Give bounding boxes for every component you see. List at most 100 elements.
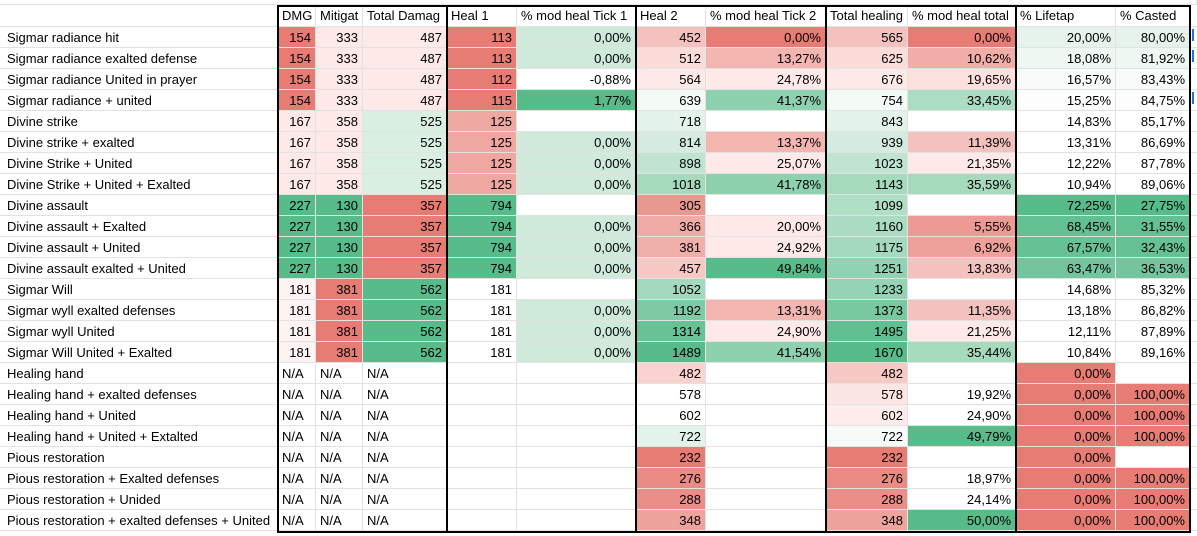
table-cell[interactable]: N/A [278,363,316,384]
table-cell[interactable]: N/A [316,405,363,426]
table-cell[interactable] [1190,300,1197,321]
table-cell[interactable]: 63,47% [1016,258,1116,279]
table-cell[interactable]: N/A [278,384,316,405]
table-cell[interactable] [1190,510,1197,531]
header-cell[interactable]: Heal 1 [447,5,517,27]
table-cell[interactable]: 227 [278,195,316,216]
table-cell[interactable] [1190,27,1197,48]
table-cell[interactable]: 562 [363,321,447,342]
table-cell[interactable] [1190,174,1197,195]
table-cell[interactable]: 1670 [826,342,908,363]
table-cell[interactable]: 167 [278,132,316,153]
table-cell[interactable]: 1052 [636,279,706,300]
table-cell[interactable]: N/A [316,384,363,405]
table-cell[interactable]: 154 [278,48,316,69]
table-cell[interactable]: 14,68% [1016,279,1116,300]
table-cell[interactable]: 1143 [826,174,908,195]
table-cell[interactable]: 18,97% [908,468,1016,489]
table-cell[interactable]: 525 [363,132,447,153]
row-label[interactable]: Sigmar radiance exalted defense [0,48,278,69]
table-cell[interactable]: 814 [636,132,706,153]
table-cell[interactable]: 72,25% [1016,195,1116,216]
table-cell[interactable]: 1,77% [517,90,636,111]
table-cell[interactable]: 10,62% [908,48,1016,69]
table-cell[interactable]: 24,92% [706,237,826,258]
table-cell[interactable] [1190,48,1197,69]
table-cell[interactable]: 67,57% [1016,237,1116,258]
table-cell[interactable]: 85,17% [1116,111,1190,132]
table-cell[interactable]: 794 [447,237,517,258]
table-cell[interactable]: 15,25% [1016,90,1116,111]
table-cell[interactable] [706,468,826,489]
table-cell[interactable] [1190,153,1197,174]
header-cell[interactable]: DMG [278,5,316,27]
header-cell[interactable]: % Lifetap [1016,5,1116,27]
table-cell[interactable] [706,489,826,510]
table-cell[interactable]: 1099 [826,195,908,216]
table-cell[interactable] [908,279,1016,300]
table-cell[interactable] [1190,384,1197,405]
table-cell[interactable]: 130 [316,216,363,237]
table-cell[interactable]: 227 [278,237,316,258]
table-cell[interactable]: 181 [278,342,316,363]
table-cell[interactable]: 181 [447,300,517,321]
table-cell[interactable]: 232 [636,447,706,468]
table-cell[interactable]: 84,75% [1116,90,1190,111]
table-cell[interactable]: N/A [363,426,447,447]
table-cell[interactable]: 381 [316,300,363,321]
table-cell[interactable]: 16,57% [1016,69,1116,90]
table-cell[interactable] [517,279,636,300]
table-cell[interactable]: 20,00% [1016,27,1116,48]
table-cell[interactable]: 0,00% [706,27,826,48]
table-cell[interactable]: 27,75% [1116,195,1190,216]
table-cell[interactable]: 487 [363,48,447,69]
table-cell[interactable] [447,468,517,489]
table-cell[interactable]: 639 [636,90,706,111]
table-cell[interactable]: 358 [316,153,363,174]
table-cell[interactable]: 85,32% [1116,279,1190,300]
table-cell[interactable]: 718 [636,111,706,132]
table-cell[interactable]: 13,83% [908,258,1016,279]
table-cell[interactable]: 181 [278,300,316,321]
header-cell[interactable] [0,5,278,27]
table-cell[interactable]: 0,00% [1016,510,1116,531]
table-cell[interactable] [1190,111,1197,132]
table-cell[interactable]: 578 [826,384,908,405]
table-cell[interactable] [447,384,517,405]
table-cell[interactable]: 13,37% [706,132,826,153]
table-cell[interactable]: 333 [316,69,363,90]
table-cell[interactable]: 125 [447,132,517,153]
table-cell[interactable]: 482 [636,363,706,384]
table-cell[interactable]: N/A [363,510,447,531]
table-cell[interactable]: 1018 [636,174,706,195]
table-cell[interactable]: 89,16% [1116,342,1190,363]
table-cell[interactable] [447,489,517,510]
table-cell[interactable] [1190,195,1197,216]
table-cell[interactable]: 381 [316,279,363,300]
table-cell[interactable]: 1160 [826,216,908,237]
table-cell[interactable]: 35,44% [908,342,1016,363]
table-cell[interactable]: 452 [636,27,706,48]
table-cell[interactable]: 562 [363,342,447,363]
table-cell[interactable]: 36,53% [1116,258,1190,279]
table-cell[interactable]: 87,89% [1116,321,1190,342]
table-cell[interactable]: 167 [278,174,316,195]
table-cell[interactable]: 181 [447,279,517,300]
row-label[interactable]: Pious restoration + exalted defenses + U… [0,510,278,531]
table-cell[interactable]: 525 [363,174,447,195]
table-cell[interactable]: 83,43% [1116,69,1190,90]
table-cell[interactable]: 276 [826,468,908,489]
table-cell[interactable] [1190,321,1197,342]
table-cell[interactable]: N/A [316,510,363,531]
table-cell[interactable]: 0,00% [517,342,636,363]
row-label[interactable]: Divine assault exalted + United [0,258,278,279]
table-cell[interactable] [517,384,636,405]
table-cell[interactable]: 86,82% [1116,300,1190,321]
table-cell[interactable] [517,426,636,447]
table-cell[interactable]: 1233 [826,279,908,300]
table-cell[interactable] [1190,447,1197,468]
table-cell[interactable]: 794 [447,216,517,237]
table-cell[interactable]: 87,78% [1116,153,1190,174]
table-cell[interactable] [706,384,826,405]
table-cell[interactable]: 112 [447,69,517,90]
